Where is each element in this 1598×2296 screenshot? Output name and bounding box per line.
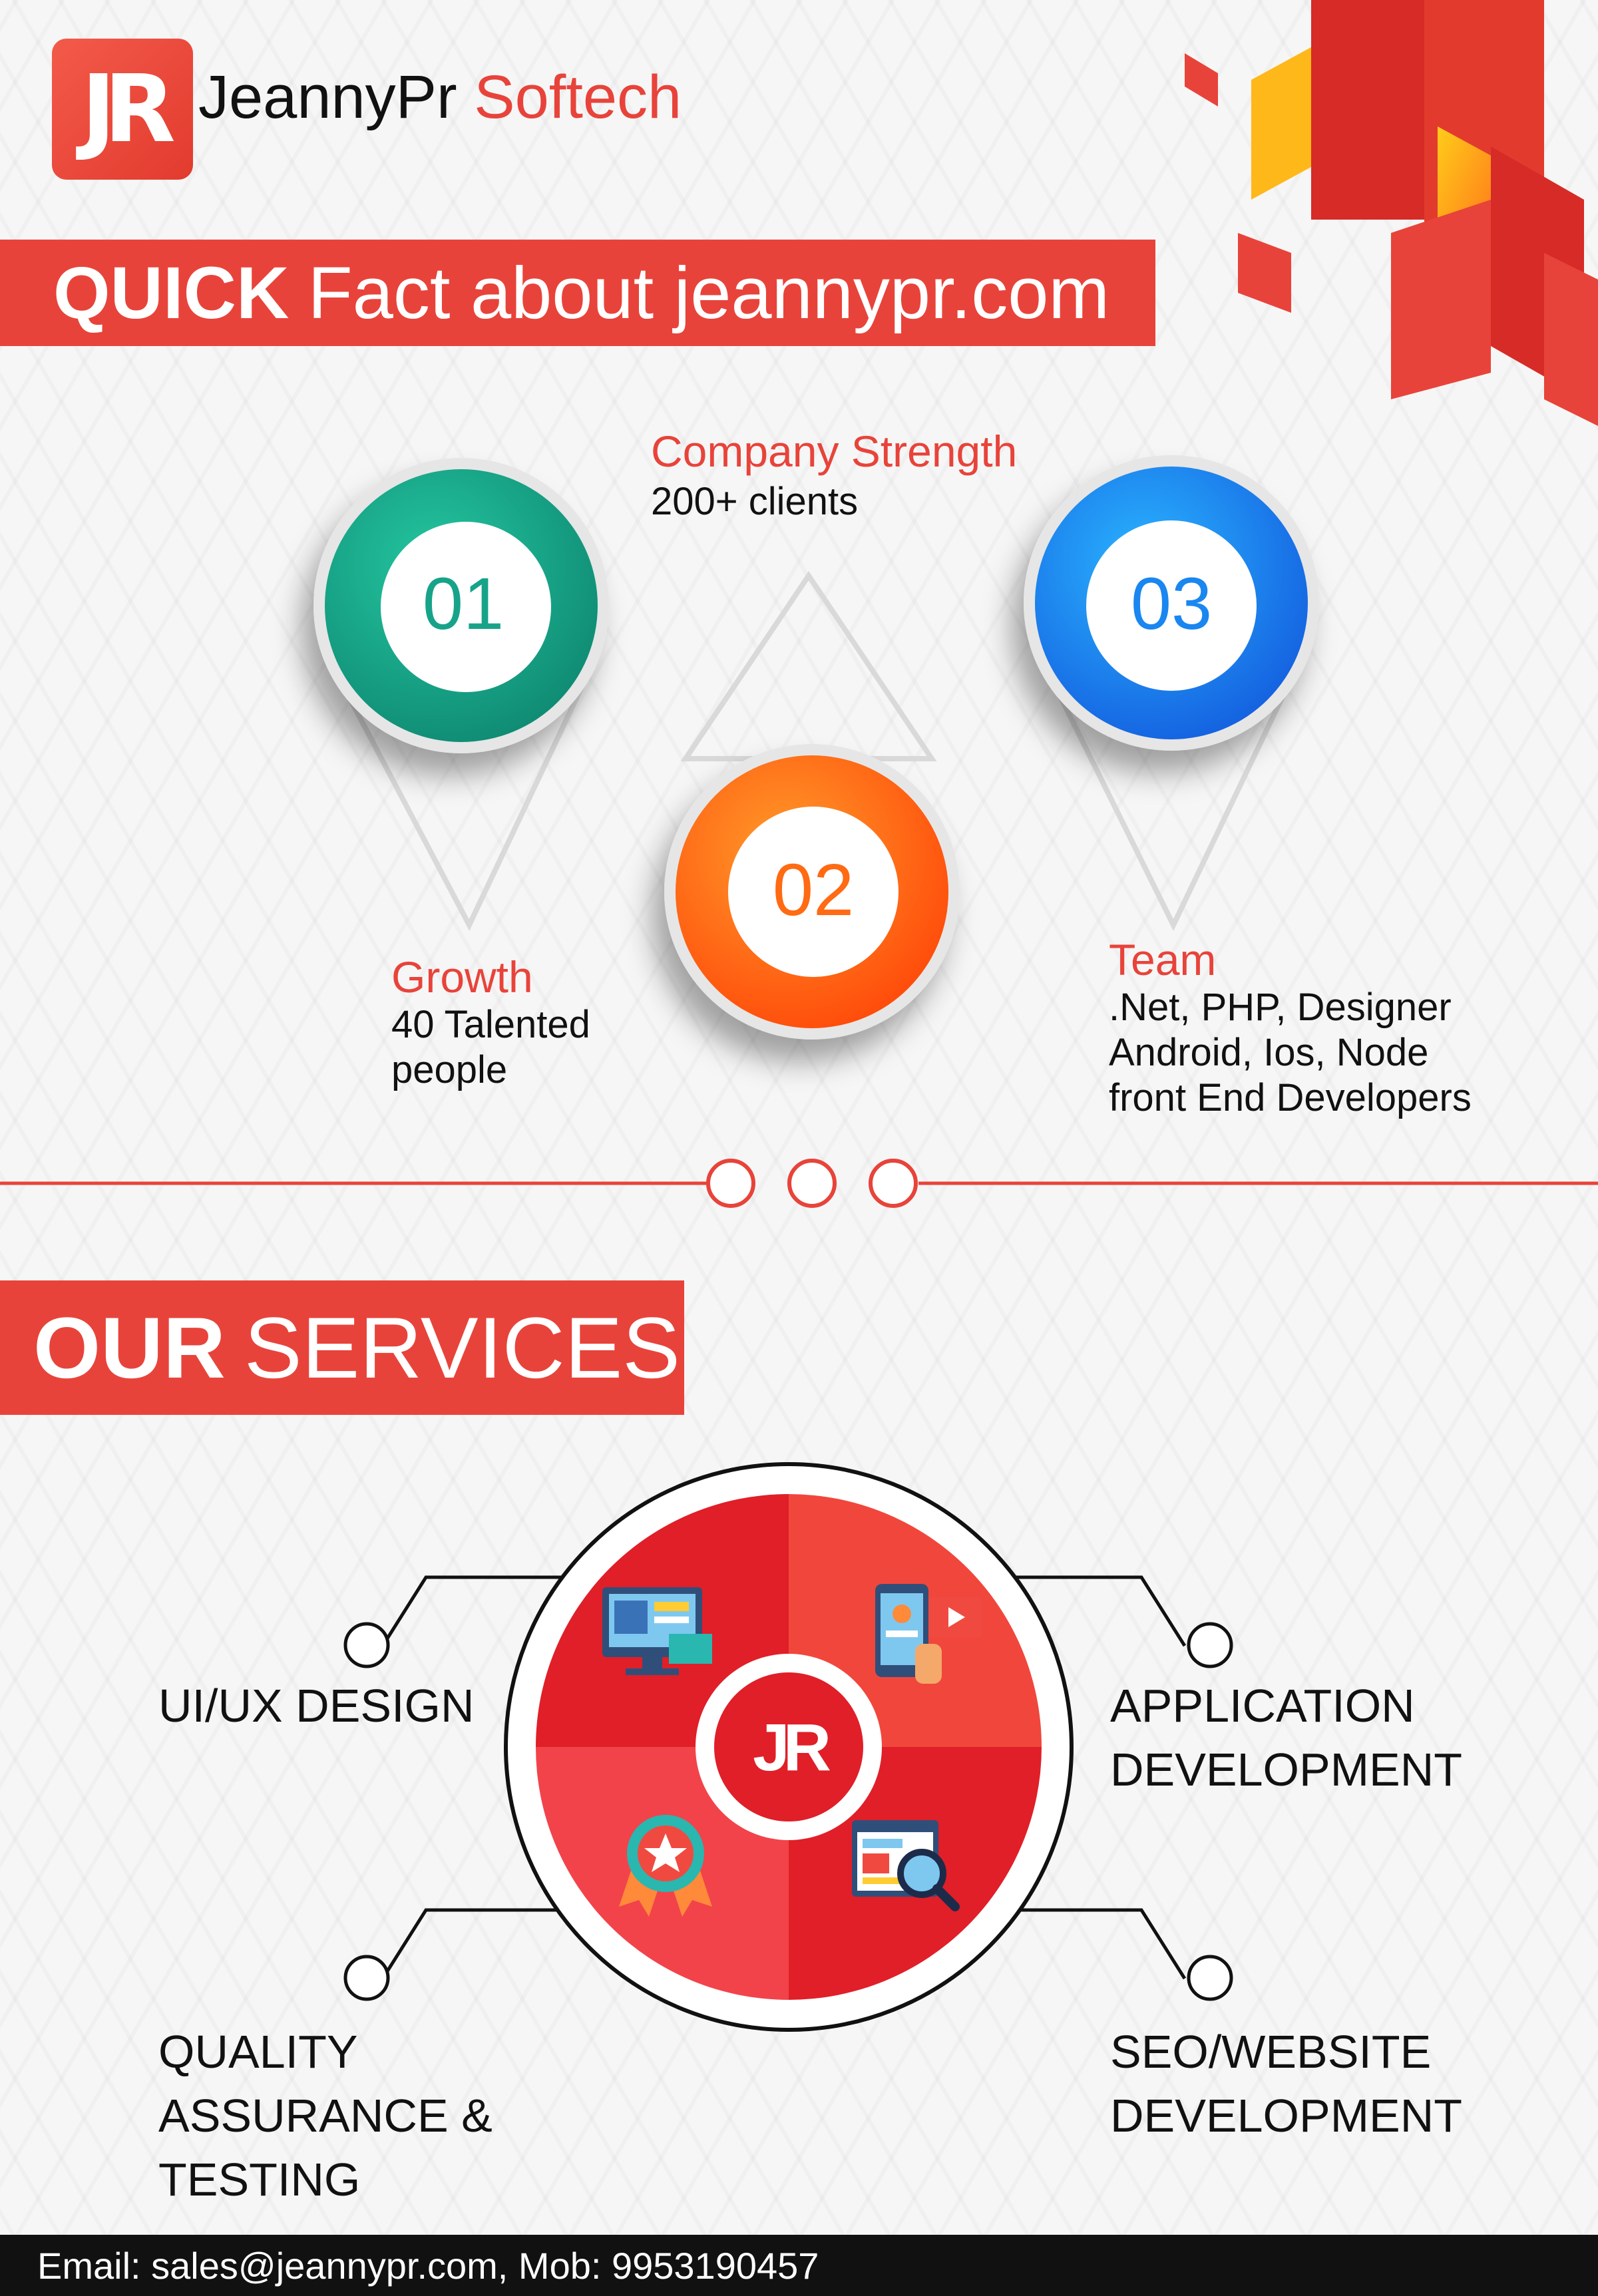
fact-strength-line: 200+ clients — [651, 480, 859, 523]
fact-pins-graphic: 01 02 03 — [313, 455, 1319, 1040]
service-label-line: DEVELOPMENT — [1110, 1744, 1462, 1796]
fact-team: Team .Net, PHP, Designer Android, Ios, N… — [1109, 934, 1472, 1121]
monitor-design-icon — [602, 1587, 712, 1675]
service-label-line: DEVELOPMENT — [1110, 2090, 1462, 2142]
fact-pin-03 — [1024, 455, 1319, 932]
fact-team-title: Team — [1109, 935, 1217, 984]
fact-growth: Growth 40 Talented people — [391, 952, 590, 1093]
service-label-line: APPLICATION — [1110, 1680, 1415, 1732]
section-divider — [0, 1159, 1598, 1208]
fact-company-strength: Company Strength 200+ clients — [651, 426, 1017, 524]
brand-name: JeannyPr Softech — [198, 67, 682, 128]
fact-number-01: 01 — [423, 563, 504, 645]
fact-pin-01 — [313, 458, 609, 931]
footer-contact: Email: sales@jeannypr.com, Mob: 99531904… — [0, 2235, 1598, 2296]
services-heading-rest: SERVICES — [244, 1299, 680, 1396]
fact-growth-title: Growth — [391, 952, 533, 1002]
fact-number-03: 03 — [1131, 563, 1212, 645]
fact-strength-title: Company Strength — [651, 427, 1018, 476]
service-uiux-design: UI/UX DESIGN — [158, 1674, 475, 1738]
fact-team-line: .Net, PHP, Designer — [1109, 986, 1452, 1029]
brand-name-part2: Softech — [474, 63, 682, 131]
award-badge-icon — [619, 1815, 712, 1917]
service-label-line: UI/UX DESIGN — [158, 1680, 475, 1732]
services-diagram: JR — [343, 1462, 1233, 2032]
web-search-icon — [852, 1820, 960, 1911]
fact-pin-02 — [664, 570, 960, 1040]
services-banner: OUR SERVICES — [0, 1280, 684, 1415]
brand-name-part1: JeannyPr — [198, 63, 457, 131]
center-logo-mark: JR — [753, 1710, 831, 1785]
service-label-line: SEO/WEBSITE — [1110, 2026, 1432, 2078]
fact-number-02: 02 — [773, 849, 854, 931]
service-application-development: APPLICATION DEVELOPMENT — [1110, 1674, 1462, 1802]
quick-fact-heading-bold: QUICK — [53, 252, 290, 334]
footer-contact-text: Email: sales@jeannypr.com, Mob: 99531904… — [37, 2244, 819, 2287]
service-label-line: QUALITY — [158, 2026, 358, 2078]
quick-fact-heading-rest: Fact about jeannypr.com — [307, 252, 1110, 334]
service-label-line: ASSURANCE & — [158, 2090, 493, 2142]
fact-team-line: Android, Ios, Node — [1109, 1031, 1429, 1074]
fact-team-line: front End Developers — [1109, 1076, 1472, 1119]
decorative-corner-shapes — [1185, 0, 1598, 426]
quick-fact-banner: QUICK Fact about jeannypr.com — [0, 240, 1155, 346]
fact-growth-line: 40 Talented — [391, 1003, 590, 1046]
services-heading-bold: OUR — [33, 1299, 226, 1396]
fact-growth-line: people — [391, 1048, 508, 1091]
service-seo-website-development: SEO/WEBSITE DEVELOPMENT — [1110, 2020, 1462, 2148]
logo-mark: JR — [52, 39, 193, 180]
mobile-app-icon — [875, 1584, 982, 1684]
service-label-line: TESTING — [158, 2154, 361, 2205]
service-quality-assurance: QUALITY ASSURANCE & TESTING — [158, 2020, 493, 2211]
